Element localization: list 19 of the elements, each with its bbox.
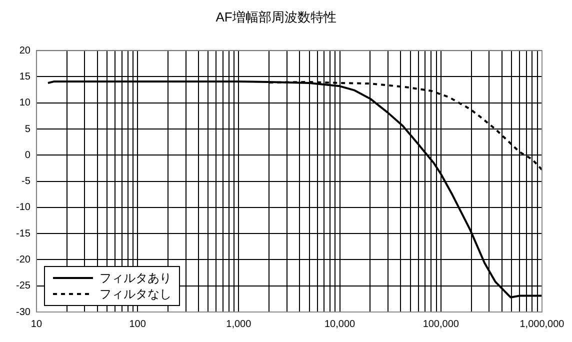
y-tick-label: 10 [19,98,31,109]
y-tick-label: -5 [22,176,31,188]
y-tick-label: -30 [16,306,31,318]
chart-title: AF増幅部周波数特性 [216,9,336,24]
y-tick-label: 15 [19,71,31,82]
y-tick-label: -10 [16,202,31,214]
y-tick-label: -20 [16,254,31,266]
y-tick-label: 20 [19,45,31,56]
x-tick-label: 100 [129,318,146,330]
x-tick-label: 100,000 [422,318,460,330]
x-tick-label: 1,000,000 [520,318,565,330]
y-tick-label: -15 [16,228,31,240]
y-tick-label: 0 [24,150,31,161]
x-tick-label: 10,000 [324,318,356,330]
x-tick-label: 1,000 [226,318,252,330]
legend-label: フィルタなし [99,286,172,302]
y-tick-label: 5 [24,124,31,135]
legend-label: フィルタあり [99,270,172,286]
y-tick-label: -25 [16,280,31,292]
